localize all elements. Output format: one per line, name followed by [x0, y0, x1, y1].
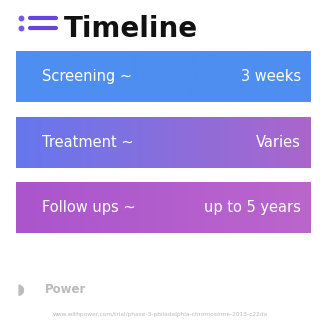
Text: up to 5 years: up to 5 years: [204, 200, 301, 215]
Text: ◗: ◗: [17, 282, 25, 297]
Text: Follow ups ~: Follow ups ~: [42, 200, 135, 215]
Text: Power: Power: [45, 283, 86, 296]
Text: Timeline: Timeline: [64, 15, 198, 43]
Text: 3 weeks: 3 weeks: [241, 69, 301, 84]
Text: Screening ~: Screening ~: [42, 69, 132, 84]
Text: www.withpower.com/trial/phase-3-philadelphia-chromosome-2013-c22da: www.withpower.com/trial/phase-3-philadel…: [52, 312, 268, 317]
Text: Varies: Varies: [256, 135, 301, 150]
Text: Treatment ~: Treatment ~: [42, 135, 133, 150]
